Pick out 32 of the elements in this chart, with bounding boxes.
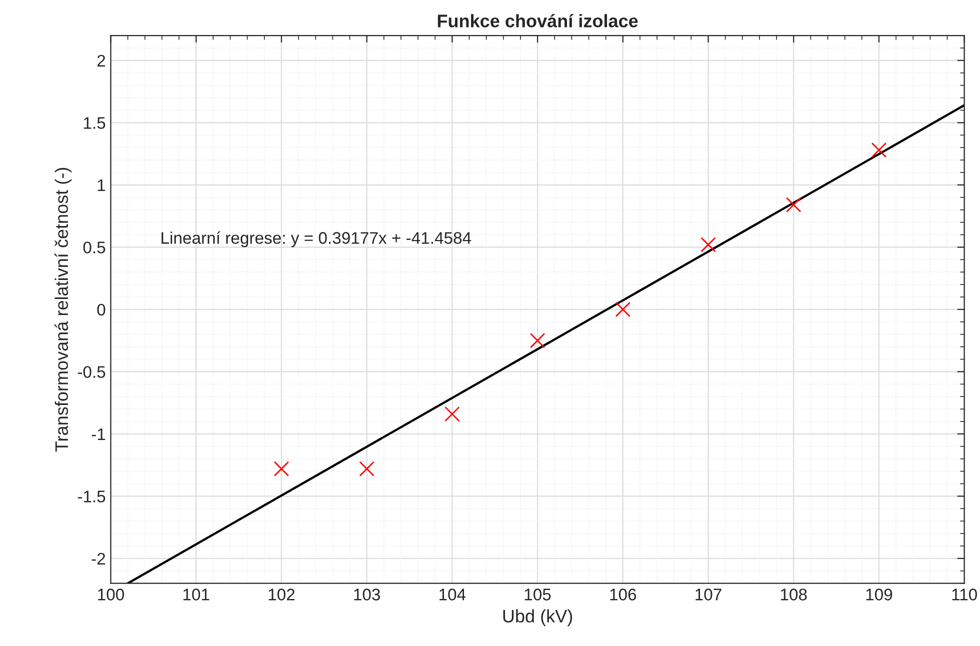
x-axis-title: Ubd (kV) xyxy=(503,609,572,626)
point xyxy=(530,332,546,348)
x-tick-label: 103 xyxy=(354,588,380,600)
y-tick-label: 2 xyxy=(97,54,106,66)
y-tick-label: 1.5 xyxy=(84,117,106,129)
y-tick-label: 1 xyxy=(98,180,106,191)
y-tick-label: -1.5 xyxy=(78,490,106,502)
x-tick-label: 106 xyxy=(610,588,636,600)
x-tick-label: 105 xyxy=(524,588,551,600)
y-axis-title: Transformovaná relativní četnost (-) xyxy=(54,168,72,452)
y-tick-label: 0 xyxy=(97,304,106,316)
annotation: Linearní regrese: y = 0.39177x + -41.4584 xyxy=(162,231,472,248)
point xyxy=(700,237,716,252)
x-tick-label: 109 xyxy=(866,588,892,600)
x-tick-label: 107 xyxy=(696,588,722,600)
x-tick-label: 110 xyxy=(952,588,977,600)
x-tick-label: 100 xyxy=(98,588,124,600)
y-tick-label: 0.5 xyxy=(83,242,106,254)
point xyxy=(871,142,887,158)
chart-title: Funkce chování izolace xyxy=(438,14,638,28)
x-tick-label: 101 xyxy=(183,588,210,600)
x-tick-label: 102 xyxy=(268,588,295,600)
x-tick-label: 104 xyxy=(440,588,466,600)
point xyxy=(786,197,802,212)
y-tick-label: -1 xyxy=(92,428,106,440)
y-tick-label: -0.5 xyxy=(78,366,106,378)
point xyxy=(615,302,631,318)
point xyxy=(444,406,460,422)
y-tick-label: -2 xyxy=(92,552,106,564)
x-tick-label: 108 xyxy=(780,588,807,600)
point xyxy=(274,461,290,476)
point xyxy=(359,461,374,476)
